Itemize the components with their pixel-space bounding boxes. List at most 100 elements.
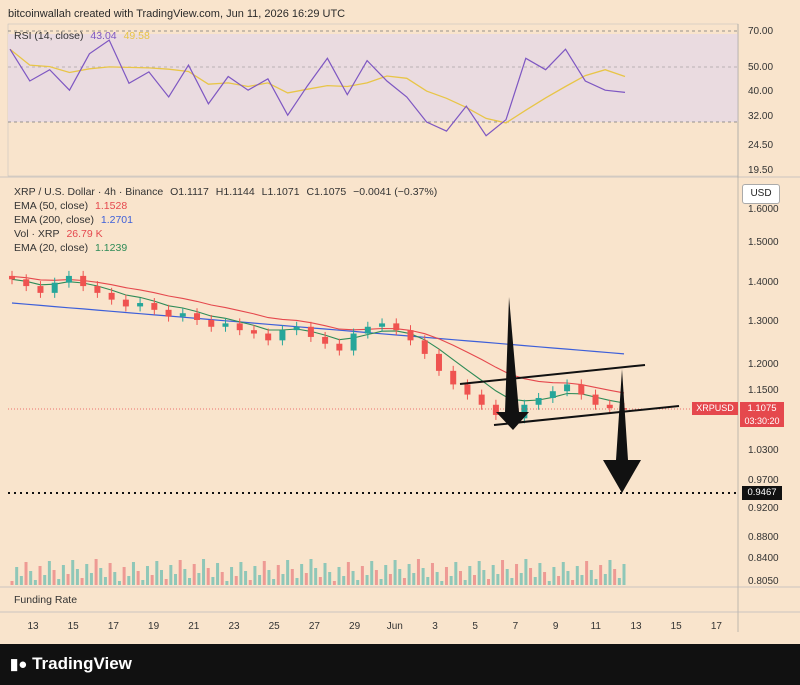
volume-bar xyxy=(178,560,182,585)
volume-bar xyxy=(108,563,112,585)
rsi-tick-label: 50.00 xyxy=(748,62,773,73)
volume-bar xyxy=(197,573,201,585)
channel-upper-line xyxy=(459,364,646,385)
ema20-value: 1.1239 xyxy=(95,242,128,254)
price-tick-label: 1.0300 xyxy=(748,445,779,456)
tradingview-logo: ▮● TradingView xyxy=(10,654,132,674)
ema20-legend: EMA (20, close) 1.1239 xyxy=(14,242,131,254)
volume-bar xyxy=(202,559,206,585)
volume-bar xyxy=(244,571,248,585)
volume-bar xyxy=(444,567,448,585)
volume-bar xyxy=(594,579,598,585)
volume-bar xyxy=(449,576,453,585)
volume-bar xyxy=(435,572,439,585)
volume-bar xyxy=(164,579,168,585)
volume-bar xyxy=(608,560,612,585)
funding-rate-label: Funding Rate xyxy=(14,594,78,606)
volume-bar xyxy=(482,570,486,585)
rsi-legend: RSI (14, close) 43.04 49.58 xyxy=(14,30,154,42)
volume-bar xyxy=(155,561,159,585)
volume-bar xyxy=(463,580,467,585)
volume-bar xyxy=(94,559,98,585)
price-tag-value: 1.1075 xyxy=(740,402,784,415)
candle-body xyxy=(165,309,172,317)
candle-body xyxy=(336,343,343,351)
candle-body xyxy=(23,279,30,287)
volume-bar xyxy=(426,577,430,585)
candle-body xyxy=(379,323,386,327)
price-tick-label: 1.4000 xyxy=(748,277,779,288)
rsi-value: 43.04 xyxy=(90,30,117,42)
candle-body xyxy=(393,323,400,331)
candle-body xyxy=(279,330,286,341)
volume-bar xyxy=(374,570,378,585)
candle-body xyxy=(564,384,571,392)
time-tick-label: 13 xyxy=(27,621,39,632)
candle-body xyxy=(435,353,442,371)
volume-bar xyxy=(136,571,140,585)
candle-body xyxy=(37,286,44,293)
volume-bar xyxy=(300,564,304,585)
candle-body xyxy=(194,313,201,320)
time-tick-label: 15 xyxy=(671,621,683,632)
candle-body xyxy=(151,303,158,310)
volume-bar xyxy=(416,559,420,585)
volume-bar xyxy=(19,576,23,585)
volume-bar xyxy=(103,577,107,585)
volume-bar xyxy=(89,573,93,585)
candle-body xyxy=(364,326,371,334)
currency-button[interactable]: USD xyxy=(742,184,780,204)
volume-bar xyxy=(407,564,411,585)
ema200-value: 1.2701 xyxy=(100,214,133,226)
volume-bar xyxy=(258,575,262,585)
change-value: −0.0041 (−0.37%) xyxy=(353,186,438,198)
price-tick-label: 1.5000 xyxy=(748,237,779,248)
volume-bar xyxy=(491,565,495,585)
candle-body xyxy=(464,384,471,395)
open-value: O1.1117 xyxy=(170,186,209,198)
volume-bar xyxy=(309,559,313,585)
volume-bar xyxy=(603,574,607,585)
volume-bar xyxy=(501,560,505,585)
time-tick-label: 7 xyxy=(513,621,519,632)
volume-bar xyxy=(43,575,47,585)
price-tag-countdown: 03:30:20 xyxy=(740,415,784,427)
volume-bar xyxy=(575,566,579,585)
candles xyxy=(9,270,627,424)
volume-bar xyxy=(505,569,509,585)
candle-body xyxy=(407,330,414,341)
volume-bar xyxy=(220,572,224,585)
rsi-label: RSI (14, close) xyxy=(14,30,84,42)
arrow-right xyxy=(603,369,641,493)
volume-bar xyxy=(80,578,84,585)
time-tick-label: 5 xyxy=(472,621,478,632)
volume-bar xyxy=(477,561,481,585)
volume-bar xyxy=(519,573,523,585)
header-text: bitcoinwallah created with TradingView.c… xyxy=(8,8,346,20)
volume-bar xyxy=(85,564,89,585)
candle-body xyxy=(307,326,314,337)
volume-bar xyxy=(412,573,416,585)
rsi-tick-label: 70.00 xyxy=(748,26,773,37)
candle-body xyxy=(137,303,144,307)
time-tick-label: 17 xyxy=(108,621,120,632)
volume-bar xyxy=(580,575,584,585)
candle-body xyxy=(208,319,215,327)
volume-bar xyxy=(131,562,135,585)
volume-bar xyxy=(487,579,491,585)
candle-body xyxy=(250,330,257,334)
volume-bar xyxy=(552,567,556,585)
rsi-tick-label: 24.50 xyxy=(748,140,773,151)
target-tag: 0.9467 xyxy=(742,486,782,500)
volume-bar xyxy=(230,567,234,585)
volume-bar xyxy=(547,581,551,585)
candle-body xyxy=(549,391,556,398)
volume-bar xyxy=(402,578,406,585)
volume-bar xyxy=(206,568,210,585)
volume-bar xyxy=(248,580,252,585)
price-legend: XRP / U.S. Dollar · 4h · Binance O1.1117… xyxy=(14,186,441,198)
volume-bar xyxy=(314,568,318,585)
volume-bar xyxy=(253,566,257,585)
volume-bar xyxy=(122,567,126,585)
